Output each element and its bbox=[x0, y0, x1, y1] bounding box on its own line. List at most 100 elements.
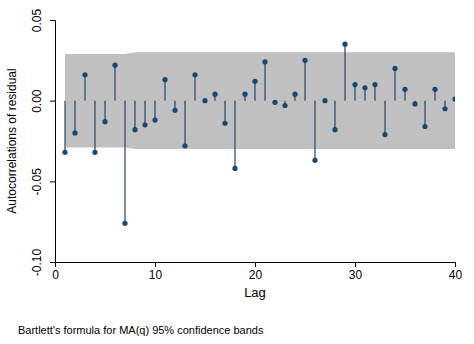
stem-marker bbox=[262, 59, 267, 64]
stem-marker bbox=[102, 119, 107, 124]
stem-marker bbox=[92, 150, 97, 155]
stem bbox=[94, 101, 95, 153]
stem-marker bbox=[72, 130, 77, 135]
y-tick-label: -0.10 bbox=[30, 249, 44, 277]
stem-marker bbox=[292, 92, 297, 97]
stem-marker bbox=[452, 96, 455, 101]
stem-marker bbox=[122, 221, 127, 226]
stem-marker bbox=[422, 124, 427, 129]
stem-marker bbox=[212, 92, 217, 97]
stem-marker bbox=[202, 98, 207, 103]
y-tick: -0.05 bbox=[30, 168, 55, 196]
stem-marker bbox=[182, 143, 187, 148]
stem bbox=[334, 101, 335, 130]
stem bbox=[384, 101, 385, 135]
x-axis-line bbox=[56, 263, 456, 268]
stem bbox=[424, 101, 425, 127]
stem-marker bbox=[192, 72, 197, 77]
x-tick-label: 10 bbox=[149, 268, 163, 282]
stem bbox=[124, 101, 125, 224]
marks bbox=[62, 42, 455, 226]
background bbox=[0, 0, 474, 344]
stem bbox=[254, 81, 255, 100]
y-axis-line bbox=[50, 21, 56, 263]
stem bbox=[234, 101, 235, 169]
x-tick-label: 30 bbox=[349, 268, 363, 282]
y-axis: -0.10 -0.05 0.00 0.05 bbox=[30, 8, 56, 276]
x-tick: 40 bbox=[449, 262, 463, 282]
stem-marker bbox=[412, 101, 417, 106]
note: Bartlett's formula for MA(q) 95% confide… bbox=[18, 324, 264, 336]
y-tick-mark bbox=[50, 262, 55, 263]
stem-marker bbox=[382, 132, 387, 137]
stem-marker bbox=[222, 121, 227, 126]
x-tick-mark bbox=[255, 262, 256, 267]
x-tick-mark bbox=[155, 262, 156, 267]
stem bbox=[104, 101, 105, 122]
stem bbox=[114, 65, 115, 100]
stem-marker bbox=[282, 103, 287, 108]
y-tick-label: -0.05 bbox=[30, 168, 44, 196]
y-tick: 0.00 bbox=[30, 89, 55, 113]
stem-marker bbox=[352, 82, 357, 87]
stem-marker bbox=[242, 92, 247, 97]
stem-marker bbox=[372, 82, 377, 87]
stem bbox=[304, 60, 305, 100]
stem-marker bbox=[332, 127, 337, 132]
x-tick: 30 bbox=[349, 262, 363, 282]
stem-marker bbox=[82, 72, 87, 77]
chart: 0 10 20 30 40 -0.10 -0.05 0.00 0.05 Lag Autocorrel… bbox=[0, 0, 474, 344]
stem-marker bbox=[322, 98, 327, 103]
stem-marker bbox=[162, 77, 167, 82]
y-tick-mark bbox=[50, 20, 55, 21]
stem-marker bbox=[152, 117, 157, 122]
stem bbox=[144, 101, 145, 125]
confidence-band bbox=[65, 52, 455, 149]
x-tick-label: 40 bbox=[449, 268, 463, 282]
stem bbox=[194, 75, 195, 101]
x-tick-label: 20 bbox=[249, 268, 263, 282]
stem bbox=[64, 101, 65, 153]
stem bbox=[344, 44, 345, 100]
x-tick-mark bbox=[455, 262, 456, 267]
stem-marker bbox=[232, 166, 237, 171]
stem bbox=[224, 101, 225, 124]
y-tick-mark bbox=[50, 101, 55, 102]
stem-marker bbox=[312, 158, 317, 163]
x-tick: 0 bbox=[52, 262, 59, 282]
x-axis: 0 10 20 30 40 bbox=[52, 262, 462, 282]
stem bbox=[394, 68, 395, 100]
stem-marker bbox=[132, 127, 137, 132]
stem bbox=[74, 101, 75, 133]
stem-marker bbox=[272, 100, 277, 105]
x-tick-label: 0 bbox=[52, 268, 59, 282]
stem bbox=[264, 62, 265, 101]
x-tick-mark bbox=[355, 262, 356, 267]
x-tick: 20 bbox=[249, 262, 263, 282]
y-tick-mark bbox=[50, 181, 55, 182]
y-axis-title: Autocorrelations of residual bbox=[5, 68, 19, 213]
stem bbox=[314, 101, 315, 161]
x-tick: 10 bbox=[149, 262, 163, 282]
stem-marker bbox=[112, 63, 117, 68]
stem bbox=[84, 75, 85, 101]
stem-marker bbox=[432, 87, 437, 92]
stem bbox=[154, 101, 155, 120]
stem bbox=[134, 101, 135, 130]
y-tick: -0.10 bbox=[30, 249, 55, 277]
stem-marker bbox=[402, 87, 407, 92]
y-tick-label: 0.05 bbox=[30, 8, 44, 32]
plot-area: 0 10 20 30 40 -0.10 -0.05 0.00 0.05 bbox=[30, 8, 462, 281]
y-tick-label: 0.00 bbox=[30, 89, 44, 113]
stem-marker bbox=[252, 79, 257, 84]
stem-marker bbox=[392, 66, 397, 71]
stem bbox=[184, 101, 185, 146]
y-tick: 0.05 bbox=[30, 8, 55, 32]
stem-marker bbox=[62, 150, 67, 155]
stem-marker bbox=[342, 42, 347, 47]
stem-marker bbox=[362, 85, 367, 90]
stem-marker bbox=[442, 106, 447, 111]
stem bbox=[164, 80, 165, 101]
x-axis-title: Lag bbox=[244, 285, 266, 300]
stem-marker bbox=[302, 58, 307, 63]
